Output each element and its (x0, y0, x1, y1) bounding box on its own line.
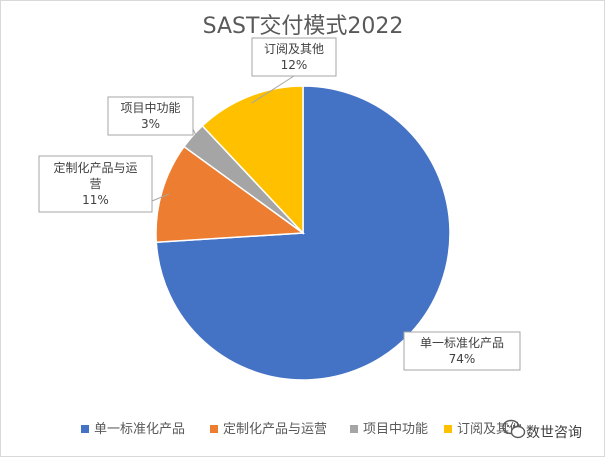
legend-label: 项目中功能 (363, 422, 428, 437)
legend: 单一标准化产品 定制化产品与运营 项目中功能 订阅及其他 (81, 422, 522, 437)
data-label-box (38, 155, 153, 213)
leader-line-2 (151, 193, 170, 202)
pie-slice-4 (201, 85, 304, 235)
data-label-value: 12% (281, 58, 308, 72)
data-label-box (107, 96, 194, 136)
chart-title: SAST交付模式2022 (203, 14, 404, 39)
legend-label: 订阅及其他 (457, 422, 522, 437)
data-label-category: 项目中功能 (120, 100, 180, 115)
leader-line-3 (192, 128, 199, 141)
data-label-box (403, 331, 521, 371)
legend-swatch (210, 425, 218, 433)
legend-swatch (81, 425, 89, 433)
legend-item-4: 订阅及其他 (444, 422, 522, 437)
leader-line-4 (251, 75, 295, 104)
watermark-text: 数世咨询 (526, 425, 582, 441)
legend-item-2: 定制化产品与运营 (210, 422, 327, 437)
legend-label: 单一标准化产品 (94, 422, 185, 437)
data-label-value: 3% (141, 117, 160, 131)
legend-item-3: 项目中功能 (350, 422, 428, 437)
legend-swatch (350, 425, 358, 433)
data-label-category: 营 (89, 177, 101, 191)
wechat-icon (502, 419, 526, 439)
data-label-category: 订阅及其他 (264, 42, 324, 56)
data-label-2: 定制化产品与运营 11% (38, 155, 153, 213)
data-label-3: 项目中功能 3% (107, 96, 194, 136)
data-label-box (251, 37, 337, 77)
data-label-1: 单一标准化产品 74% (403, 331, 521, 371)
data-label-category: 单一标准化产品 (420, 336, 504, 350)
data-label-4: 订阅及其他 12% (251, 37, 337, 77)
data-label-category: 定制化产品与运 (53, 160, 137, 175)
data-label-value: 74% (449, 352, 476, 366)
label-leader-lines (151, 75, 295, 202)
pie-slice-2 (155, 145, 306, 244)
legend-label: 定制化产品与运营 (223, 422, 327, 437)
data-labels: 单一标准化产品 74% 定制化产品与运营 11% 项目中功能 3% 订阅及其他 12% (38, 37, 521, 371)
pie-slices (155, 85, 451, 381)
legend-swatch (444, 425, 452, 433)
data-label-value: 11% (82, 193, 109, 207)
watermark: 数世咨询 (502, 419, 582, 441)
legend-item-1: 单一标准化产品 (81, 422, 185, 437)
